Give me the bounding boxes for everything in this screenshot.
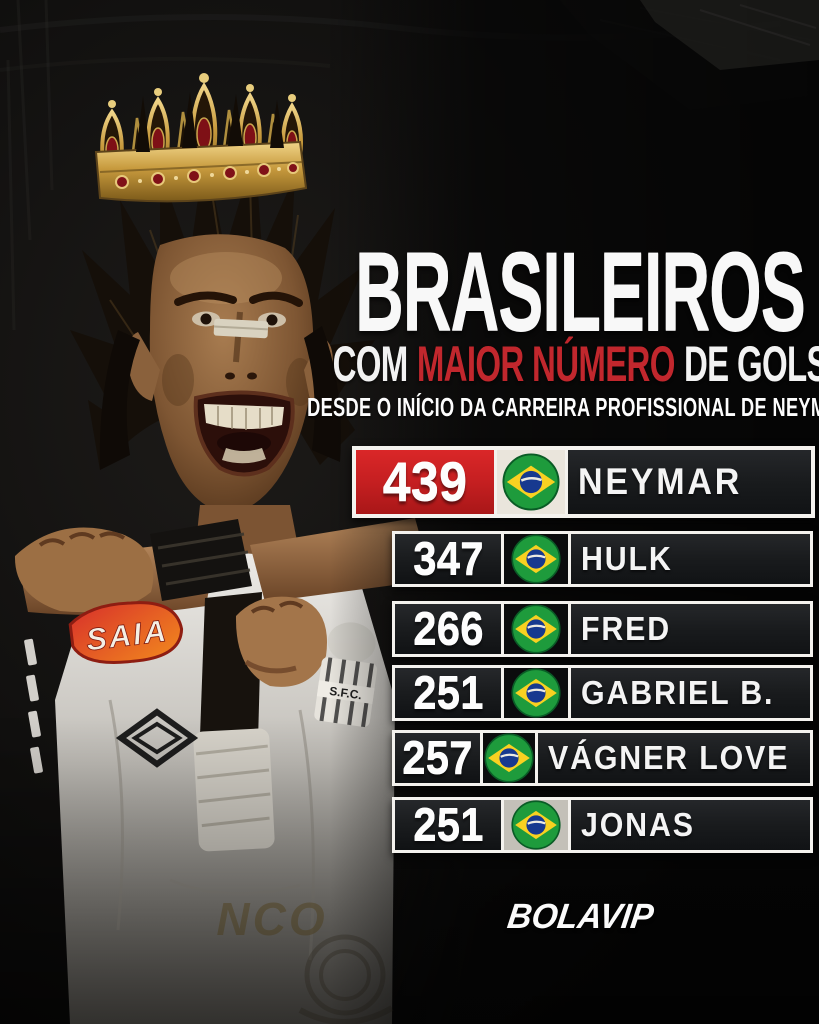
goals-value: 257 bbox=[402, 732, 473, 784]
rank-row-vagner-love: 257 VÁGNER LOVE bbox=[392, 730, 813, 786]
player-cell: GABRIEL B. bbox=[571, 668, 810, 718]
brazil-flag-icon bbox=[511, 534, 561, 584]
brazil-flag-icon bbox=[511, 668, 561, 718]
player-name: JONAS bbox=[581, 806, 695, 843]
player-cell: HULK bbox=[571, 534, 810, 584]
player-name: HULK bbox=[581, 540, 673, 577]
subtitle-text: DESDE O INÍCIO DA CARREIRA PROFISSIONAL … bbox=[306, 391, 819, 422]
title-line2-post: DE GOLS bbox=[683, 336, 819, 392]
player-cell: VÁGNER LOVE bbox=[537, 733, 810, 783]
flag-cell bbox=[504, 604, 571, 654]
bolavip-logo: BOLAVIP bbox=[346, 897, 814, 937]
title-line1: BRASILEIROS bbox=[346, 230, 814, 355]
goals-badge: 257 bbox=[395, 732, 484, 784]
brazil-flag-icon bbox=[502, 453, 560, 511]
bolavip-logo-text: BOLAVIP bbox=[504, 897, 656, 936]
brazil-flag-icon bbox=[511, 800, 561, 850]
subtitle: DESDE O INÍCIO DA CARREIRA PROFISSIONAL … bbox=[307, 392, 819, 422]
rank-row-neymar: 439 NEYMAR bbox=[352, 446, 815, 518]
title-line2-pre: COM bbox=[332, 336, 408, 392]
flag-cell bbox=[504, 800, 571, 850]
brazil-flag-icon bbox=[511, 604, 561, 654]
goals-value: 251 bbox=[412, 799, 484, 851]
rank-row-jonas: 251 JONAS bbox=[392, 797, 813, 853]
flag-cell bbox=[504, 534, 571, 584]
player-name: GABRIEL B. bbox=[581, 674, 775, 711]
player-name: VÁGNER LOVE bbox=[547, 739, 790, 776]
goals-value: 266 bbox=[412, 603, 484, 655]
goals-value: 347 bbox=[412, 533, 484, 585]
title-line1-text: BRASILEIROS bbox=[355, 229, 806, 356]
rank-row-gabriel-b: 251 GABRIEL B. bbox=[392, 665, 813, 721]
flag-cell bbox=[497, 450, 568, 514]
player-cell: FRED bbox=[571, 604, 810, 654]
flag-cell bbox=[504, 668, 571, 718]
player-cell: JONAS bbox=[571, 800, 810, 850]
goals-badge: 266 bbox=[395, 603, 504, 655]
title-line2-highlight: MAIOR NÚMERO bbox=[416, 336, 676, 392]
goals-badge: 251 bbox=[395, 667, 504, 719]
rank-row-hulk: 347 HULK bbox=[392, 531, 813, 587]
player-cell: NEYMAR bbox=[568, 450, 811, 514]
goals-badge: 439 bbox=[356, 450, 497, 514]
goals-value: 439 bbox=[382, 451, 468, 513]
goals-badge: 347 bbox=[395, 533, 504, 585]
title-line2: COM MAIOR NÚMERO DE GOLS bbox=[332, 336, 819, 392]
player-name: FRED bbox=[581, 610, 672, 647]
goals-badge: 251 bbox=[395, 799, 504, 851]
goals-value: 251 bbox=[412, 667, 484, 719]
rank-row-fred: 266 FRED bbox=[392, 601, 813, 657]
player-name: NEYMAR bbox=[578, 461, 743, 502]
grunge-topright bbox=[640, 0, 819, 70]
flag-cell bbox=[483, 733, 538, 783]
brazil-flag-icon bbox=[484, 733, 534, 783]
